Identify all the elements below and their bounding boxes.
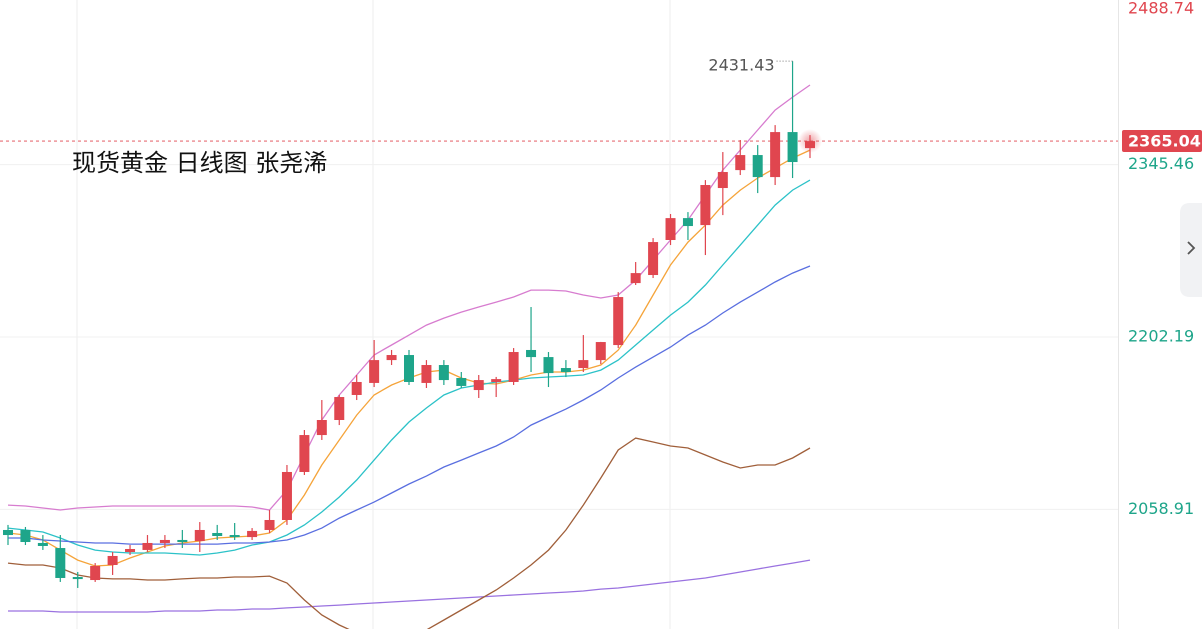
candle-body: [526, 349, 537, 358]
expand-icon[interactable]: [1187, 241, 1196, 255]
candle-body: [142, 542, 153, 550]
candle-body: [281, 471, 292, 520]
candle-body: [421, 365, 432, 383]
candle-body: [159, 539, 170, 543]
grid: [0, 140, 1118, 510]
candle-body: [630, 273, 641, 284]
candle-body: [665, 218, 676, 241]
candle-body: [194, 529, 205, 542]
candle-body: [334, 397, 345, 421]
candle-body: [456, 378, 467, 386]
candle-body: [578, 360, 589, 369]
indicator-line: [7, 84, 811, 511]
candle-body: [787, 132, 798, 163]
candle-body: [613, 297, 624, 346]
candle-body: [90, 565, 101, 581]
candle-body: [508, 352, 519, 382]
candle-body: [247, 530, 258, 538]
candle-body: [37, 542, 48, 546]
indicator-line: [8, 265, 811, 545]
last-candle-glow: [798, 129, 822, 154]
y-tick-label: 2202.19: [1128, 326, 1194, 345]
candle-body: [20, 529, 31, 543]
candle-body: [212, 532, 223, 536]
y-tick-label: 2488.74: [1128, 0, 1194, 18]
last-price-tag: [1122, 130, 1202, 153]
candle-body: [717, 172, 728, 189]
last-price-label: 2365.04: [1128, 132, 1201, 151]
candle-body: [438, 365, 449, 381]
candle-body: [404, 355, 414, 382]
candle-body: [595, 342, 606, 361]
max-label: 2431.43: [708, 56, 774, 75]
indicator-line: [7, 179, 811, 556]
candle-body: [72, 577, 83, 580]
candle-body: [351, 381, 362, 395]
candle-body: [177, 539, 188, 543]
candle-body: [700, 185, 711, 226]
candle-body: [473, 380, 484, 391]
candle-body: [369, 360, 380, 383]
candle-body: [735, 155, 746, 171]
candle-body: [264, 519, 275, 530]
chart-title: 现货黄金 日线图 张尧浠: [72, 149, 327, 177]
candle-body: [543, 357, 554, 374]
candle-body: [560, 368, 571, 372]
candle-body: [107, 555, 118, 565]
indicator-line: [8, 559, 811, 613]
candle-body: [770, 132, 781, 178]
candle-body: [229, 535, 240, 538]
indicator-line: [7, 437, 811, 629]
plot: [3, 60, 822, 629]
candle-body: [386, 355, 397, 361]
y-tick-label: 2345.46: [1128, 154, 1194, 173]
candle-body: [55, 548, 66, 578]
candle-body: [491, 379, 502, 382]
candle-body: [316, 420, 327, 436]
price-axis: 2488.74 2345.46 2202.19 2058.91: [1128, 0, 1194, 518]
candle-body: [682, 218, 693, 227]
y-tick-label: 2058.91: [1128, 499, 1194, 518]
candle-body: [3, 529, 13, 536]
candle-body: [752, 155, 763, 178]
candle-body: [299, 435, 310, 472]
candle-body: [648, 242, 659, 276]
candle-body: [125, 548, 136, 552]
